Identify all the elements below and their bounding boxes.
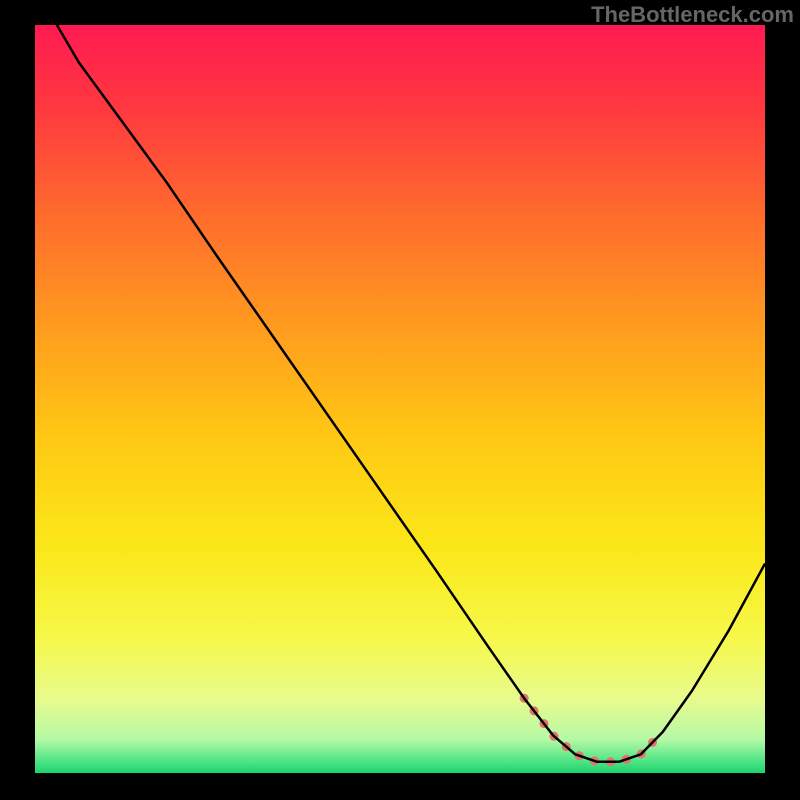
- watermark-text: TheBottleneck.com: [591, 2, 794, 28]
- chart-plot-area: [35, 25, 765, 773]
- chart-svg: [35, 25, 765, 773]
- chart-background: [35, 25, 765, 773]
